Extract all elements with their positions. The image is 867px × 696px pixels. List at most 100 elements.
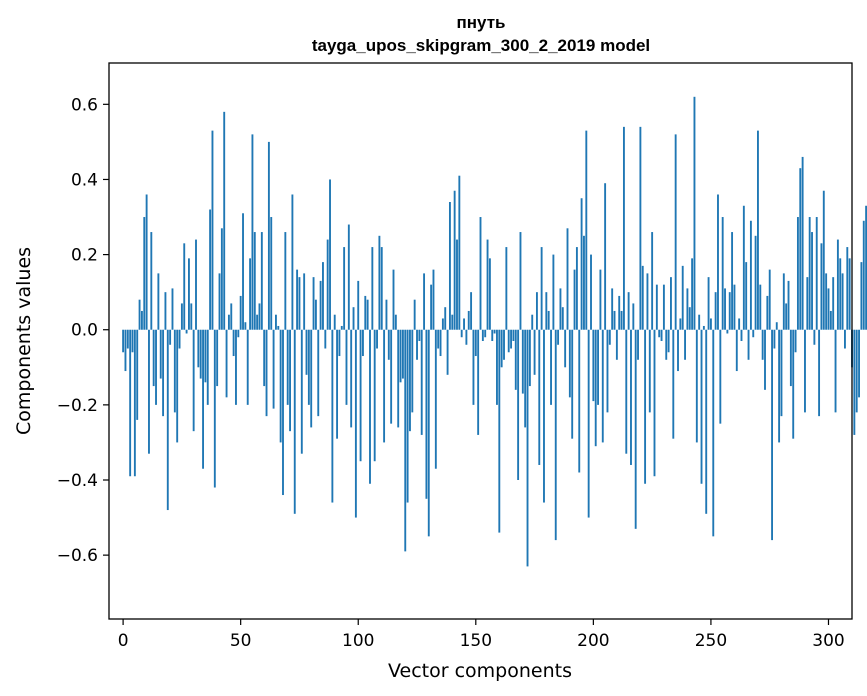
bar-293 xyxy=(811,232,813,330)
bar-93 xyxy=(340,325,343,330)
bar-284 xyxy=(789,329,792,387)
bar-60 xyxy=(263,329,266,387)
bar-91 xyxy=(336,329,339,439)
bar-192 xyxy=(573,269,576,330)
bar-241 xyxy=(688,307,691,330)
bar-4 xyxy=(131,329,134,353)
y-tick-label: −0.4 xyxy=(57,471,98,491)
bar-312 xyxy=(855,329,858,413)
bar-166 xyxy=(512,329,515,341)
bar-247 xyxy=(702,325,705,330)
bar-268 xyxy=(752,329,755,338)
bar-108 xyxy=(376,329,378,349)
bar-150 xyxy=(474,329,477,357)
bar-115 xyxy=(392,269,395,330)
bar-123 xyxy=(411,329,414,413)
bar-256 xyxy=(724,288,726,330)
bar-81 xyxy=(312,277,315,330)
bar-45 xyxy=(227,314,230,330)
bar-92 xyxy=(338,329,341,357)
bar-87 xyxy=(326,239,329,330)
bar-49 xyxy=(237,329,240,338)
bar-191 xyxy=(571,329,574,439)
bar-56 xyxy=(253,232,256,330)
bar-68 xyxy=(282,329,284,496)
bar-277 xyxy=(773,329,776,349)
bar-229 xyxy=(660,329,663,341)
bar-313 xyxy=(858,329,860,398)
bar-194 xyxy=(578,329,581,473)
bar-110 xyxy=(380,247,383,330)
y-tick-label: −0.2 xyxy=(57,396,98,416)
bar-119 xyxy=(401,329,404,379)
bar-160 xyxy=(498,329,501,533)
bar-278 xyxy=(775,322,778,330)
bar-294 xyxy=(813,329,816,345)
bar-282 xyxy=(785,303,788,330)
plot-frame xyxy=(108,62,853,620)
bar-149 xyxy=(472,329,475,405)
bar-12 xyxy=(150,232,153,330)
bar-6 xyxy=(136,329,139,420)
bar-297 xyxy=(820,243,823,330)
bar-65 xyxy=(275,314,277,330)
bar-306 xyxy=(841,273,844,330)
y-tick-label: 0.4 xyxy=(71,170,98,190)
bar-246 xyxy=(700,329,703,484)
bar-200 xyxy=(592,329,595,402)
bar-185 xyxy=(557,329,560,345)
bar-129 xyxy=(425,329,428,499)
bar-44 xyxy=(225,329,228,398)
bar-280 xyxy=(780,329,783,417)
bar-211 xyxy=(618,295,621,330)
bar-100 xyxy=(357,280,360,330)
bar-230 xyxy=(662,284,665,330)
bar-165 xyxy=(510,329,513,349)
bar-57 xyxy=(256,314,259,330)
bar-161 xyxy=(500,329,503,368)
bar-307 xyxy=(844,329,846,349)
bar-195 xyxy=(580,198,583,330)
bar-267 xyxy=(749,220,752,330)
bar-46 xyxy=(230,303,233,330)
bar-153 xyxy=(481,329,484,341)
bar-7 xyxy=(138,299,141,330)
bar-101 xyxy=(359,329,362,462)
bar-35 xyxy=(204,329,207,383)
bar-204 xyxy=(601,329,604,443)
bar-47 xyxy=(232,329,235,357)
bar-147 xyxy=(467,310,470,330)
bar-74 xyxy=(296,269,299,330)
bar-0 xyxy=(122,329,125,353)
bar-117 xyxy=(397,329,400,428)
bar-289 xyxy=(801,156,804,330)
bar-140 xyxy=(451,314,454,330)
bar-27 xyxy=(185,329,188,334)
bar-86 xyxy=(324,329,327,349)
bar-142 xyxy=(456,239,458,330)
y-tick-label: 0.2 xyxy=(71,246,98,266)
bar-82 xyxy=(314,299,317,330)
bar-124 xyxy=(413,299,416,330)
bar-134 xyxy=(437,329,440,349)
bar-83 xyxy=(317,329,320,417)
x-tick-label: 50 xyxy=(230,631,252,651)
bar-25 xyxy=(180,303,183,330)
bar-215 xyxy=(627,292,630,330)
bar-276 xyxy=(771,329,773,541)
bar-66 xyxy=(277,325,280,330)
bar-266 xyxy=(747,329,750,360)
bar-114 xyxy=(390,329,393,424)
x-tick-label: 200 xyxy=(577,631,609,651)
bar-232 xyxy=(667,329,670,353)
y-axis: −0.6 −0.4 −0.2 0.0 0.2 0.4 0.6 xyxy=(57,95,109,566)
bar-269 xyxy=(754,235,757,330)
bar-89 xyxy=(331,329,334,503)
bar-53 xyxy=(246,329,249,405)
bar-213 xyxy=(622,126,625,330)
bar-250 xyxy=(709,318,712,330)
bar-130 xyxy=(427,329,430,537)
bar-72 xyxy=(291,194,294,330)
bar-286 xyxy=(794,329,797,353)
